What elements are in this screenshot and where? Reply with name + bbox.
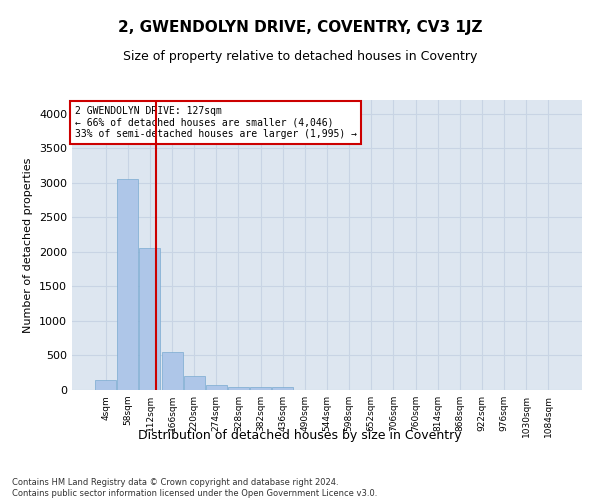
Bar: [228, 386, 249, 390]
Bar: [161, 352, 182, 390]
Text: 2 GWENDOLYN DRIVE: 127sqm
← 66% of detached houses are smaller (4,046)
33% of se: 2 GWENDOLYN DRIVE: 127sqm ← 66% of detac…: [74, 106, 356, 139]
Bar: [118, 180, 139, 390]
Y-axis label: Number of detached properties: Number of detached properties: [23, 158, 34, 332]
Text: Distribution of detached houses by size in Coventry: Distribution of detached houses by size …: [138, 428, 462, 442]
Bar: [206, 385, 227, 390]
Bar: [272, 386, 293, 390]
Text: 2, GWENDOLYN DRIVE, COVENTRY, CV3 1JZ: 2, GWENDOLYN DRIVE, COVENTRY, CV3 1JZ: [118, 20, 482, 35]
Bar: [250, 387, 271, 390]
Bar: [139, 248, 160, 390]
Text: Size of property relative to detached houses in Coventry: Size of property relative to detached ho…: [123, 50, 477, 63]
Text: Contains HM Land Registry data © Crown copyright and database right 2024.
Contai: Contains HM Land Registry data © Crown c…: [12, 478, 377, 498]
Bar: [95, 380, 116, 390]
Bar: [184, 376, 205, 390]
